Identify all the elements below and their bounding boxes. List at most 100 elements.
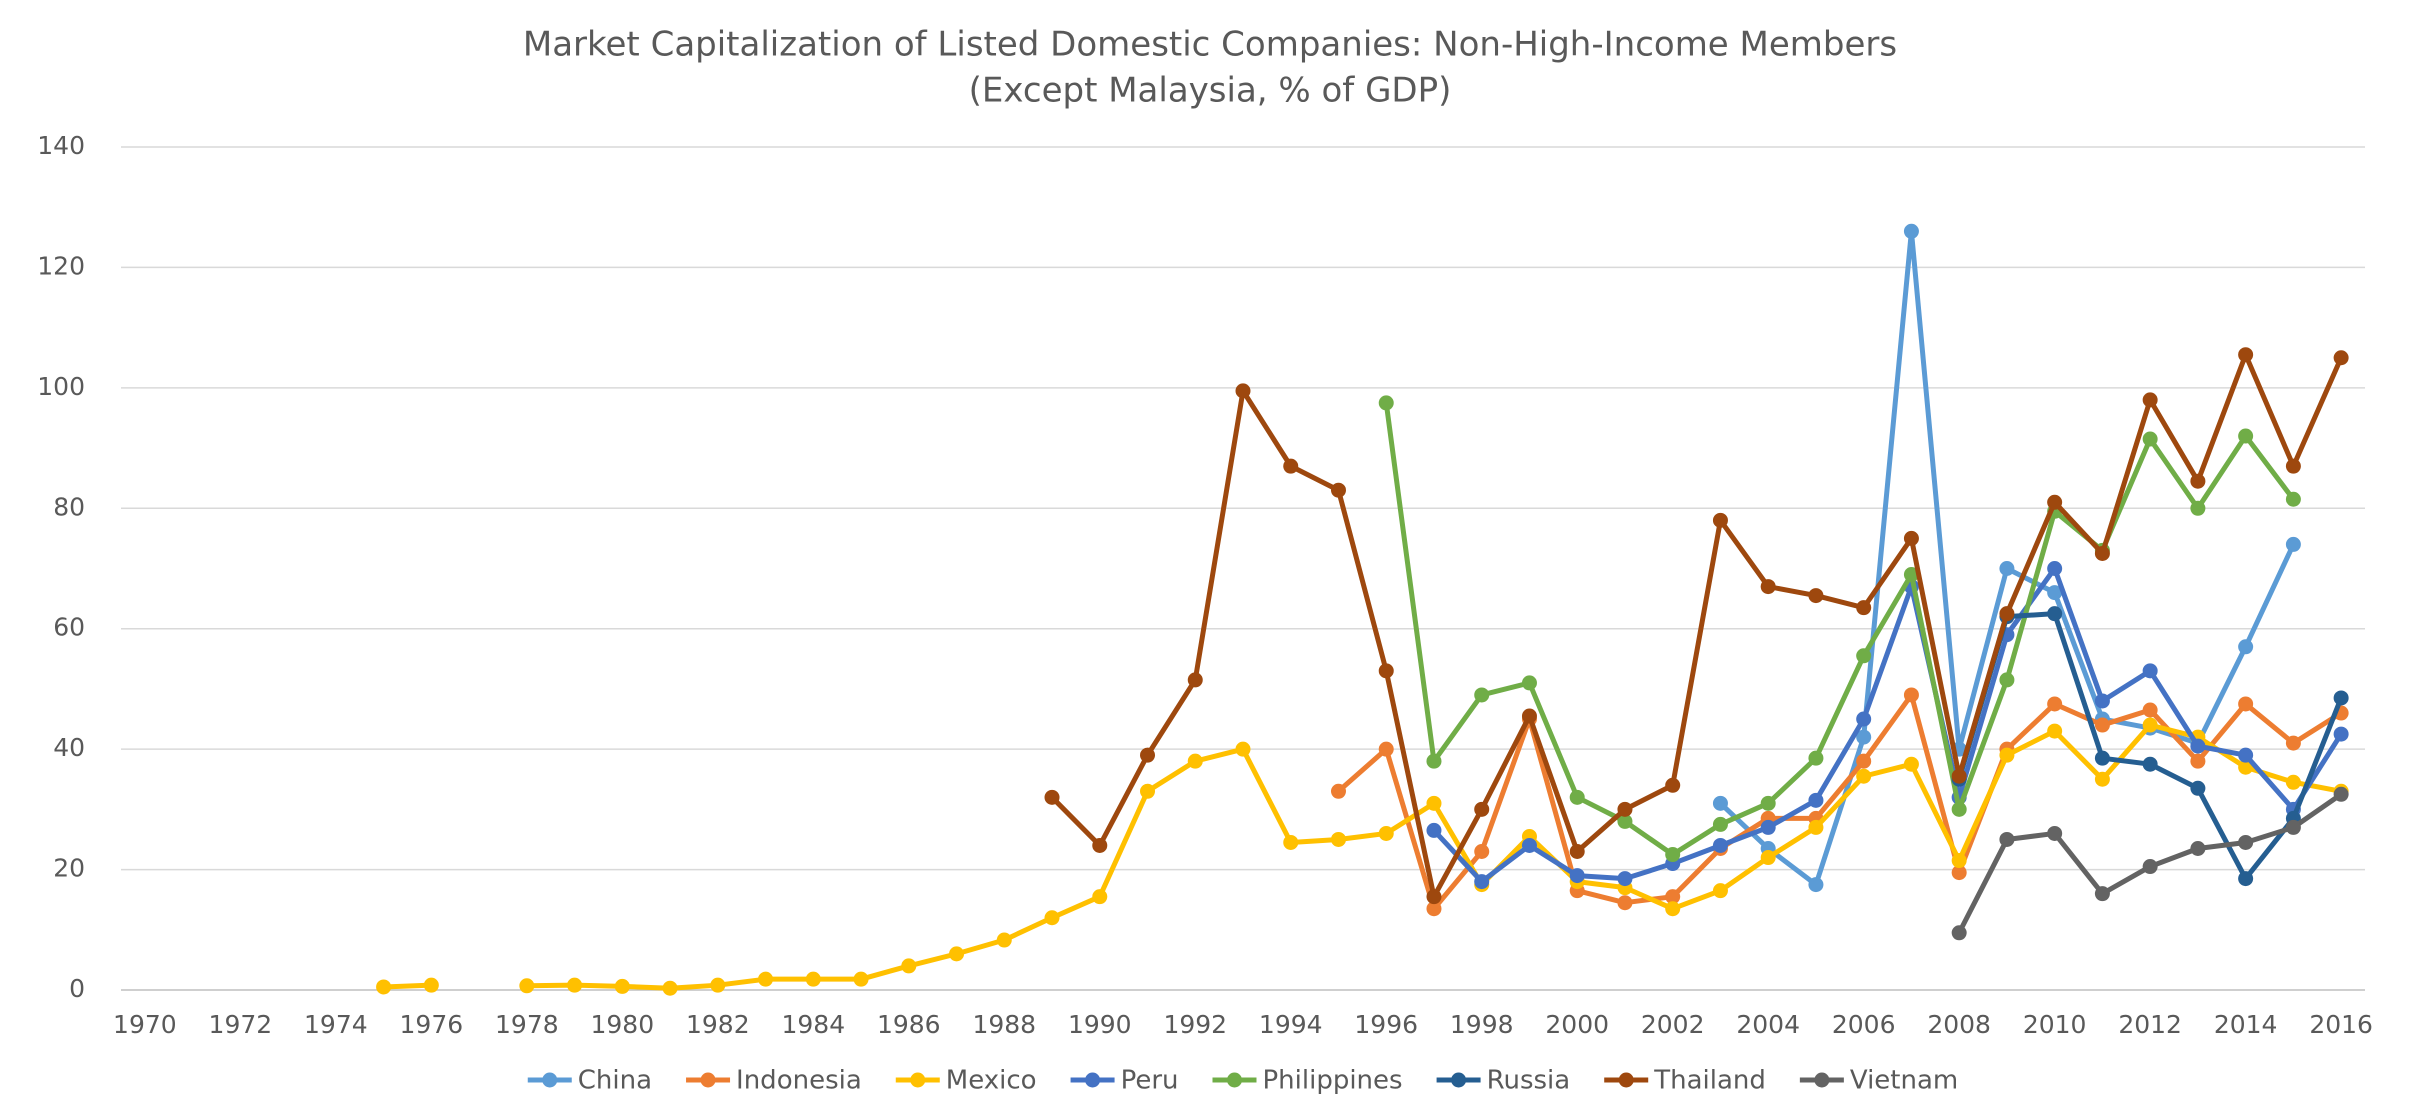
data-point — [2142, 717, 2158, 733]
data-point — [2142, 431, 2158, 447]
legend-label: Russia — [1487, 1066, 1571, 1096]
data-point — [805, 971, 821, 987]
data-point — [1808, 588, 1824, 604]
legend: China Indonesia Mexico Peru Philippines Russi… — [527, 1066, 1958, 1096]
data-point — [1521, 837, 1537, 853]
legend-item: Thailand — [1604, 1066, 1766, 1096]
data-point — [1760, 795, 1776, 811]
data-point — [614, 978, 630, 994]
data-point — [2142, 663, 2158, 679]
data-point — [1569, 844, 1585, 860]
data-point — [1330, 831, 1346, 847]
data-point — [1999, 747, 2015, 763]
data-point — [1856, 600, 1872, 616]
data-point — [1474, 874, 1490, 890]
data-point — [2190, 738, 2206, 754]
data-point — [1665, 901, 1681, 917]
data-point — [2238, 696, 2254, 712]
data-point — [1999, 561, 2015, 576]
data-point — [2238, 747, 2254, 763]
x-tick-label: 1990 — [1068, 1010, 1132, 1039]
data-point — [1617, 813, 1633, 829]
chart-title: Market Capitalization of Listed Domestic… — [523, 25, 1897, 65]
data-point — [2238, 639, 2254, 655]
data-point — [2333, 690, 2349, 706]
x-tick-label: 2014 — [2214, 1010, 2278, 1039]
data-point — [2142, 392, 2158, 408]
x-tick-label: 2010 — [2023, 1010, 2087, 1039]
data-point — [1856, 648, 1872, 664]
x-tick-label: 1992 — [1163, 1010, 1227, 1039]
legend-marker — [1618, 1072, 1634, 1088]
data-point — [2190, 840, 2206, 856]
data-point — [2047, 606, 2063, 622]
data-point — [1903, 223, 1919, 239]
data-point — [2285, 536, 2301, 552]
data-point — [1808, 750, 1824, 766]
data-point — [1760, 579, 1776, 595]
series-line — [1718, 228, 2296, 888]
data-point — [1951, 853, 1967, 869]
data-point — [1951, 801, 1967, 817]
data-point — [1378, 395, 1394, 411]
data-point — [519, 978, 535, 994]
data-point — [1808, 819, 1824, 835]
y-tick-label: 120 — [37, 251, 85, 280]
data-point — [2285, 819, 2301, 835]
data-point — [2142, 859, 2158, 875]
data-point — [1283, 458, 1299, 474]
data-point — [2047, 561, 2063, 576]
legend-item: Indonesia — [686, 1066, 862, 1096]
data-point — [1092, 889, 1108, 905]
series-line — [1383, 402, 2296, 858]
data-point — [2094, 750, 2110, 766]
data-point — [2333, 726, 2349, 742]
x-tick-label: 1994 — [1259, 1010, 1323, 1039]
y-tick-label: 140 — [37, 131, 85, 160]
data-point — [1999, 606, 2015, 622]
data-point — [1044, 910, 1060, 926]
data-point — [1903, 530, 1919, 546]
data-point — [901, 958, 917, 974]
legend-marker — [1451, 1072, 1467, 1088]
data-point — [1330, 482, 1346, 498]
legend-item: Russia — [1436, 1066, 1571, 1096]
data-point — [1617, 871, 1633, 887]
data-point — [2238, 871, 2254, 887]
data-point — [2285, 774, 2301, 790]
x-tick-label: 1986 — [877, 1010, 941, 1039]
data-point — [1712, 883, 1728, 899]
data-point — [949, 946, 965, 962]
data-point — [1856, 729, 1872, 745]
series — [1712, 223, 2301, 893]
legend-marker — [542, 1072, 558, 1088]
data-point — [1426, 901, 1442, 917]
data-point — [662, 980, 678, 996]
data-point — [1330, 783, 1346, 799]
data-point — [2142, 702, 2158, 718]
data-point — [2238, 428, 2254, 444]
x-tick-label: 1998 — [1450, 1010, 1514, 1039]
data-point — [1951, 925, 1967, 941]
legend-label: Peru — [1121, 1066, 1179, 1096]
data-point — [1426, 753, 1442, 769]
series-line — [1432, 566, 2344, 885]
data-point — [1140, 783, 1156, 799]
x-tick-label: 1996 — [1354, 1010, 1418, 1039]
data-point — [2238, 759, 2254, 775]
data-point — [423, 977, 439, 993]
legend-item: Vietnam — [1799, 1066, 1958, 1096]
x-tick-label: 1988 — [972, 1010, 1036, 1039]
x-tick-label: 1980 — [591, 1010, 655, 1039]
data-point — [1856, 711, 1872, 727]
data-point — [2333, 350, 2349, 366]
data-point — [2285, 735, 2301, 751]
data-point — [2094, 545, 2110, 561]
data-point — [1426, 889, 1442, 905]
data-point — [1712, 795, 1728, 811]
legend-marker — [910, 1072, 926, 1088]
data-point — [853, 971, 869, 987]
data-point — [1521, 675, 1537, 691]
x-tick-label: 1984 — [781, 1010, 845, 1039]
